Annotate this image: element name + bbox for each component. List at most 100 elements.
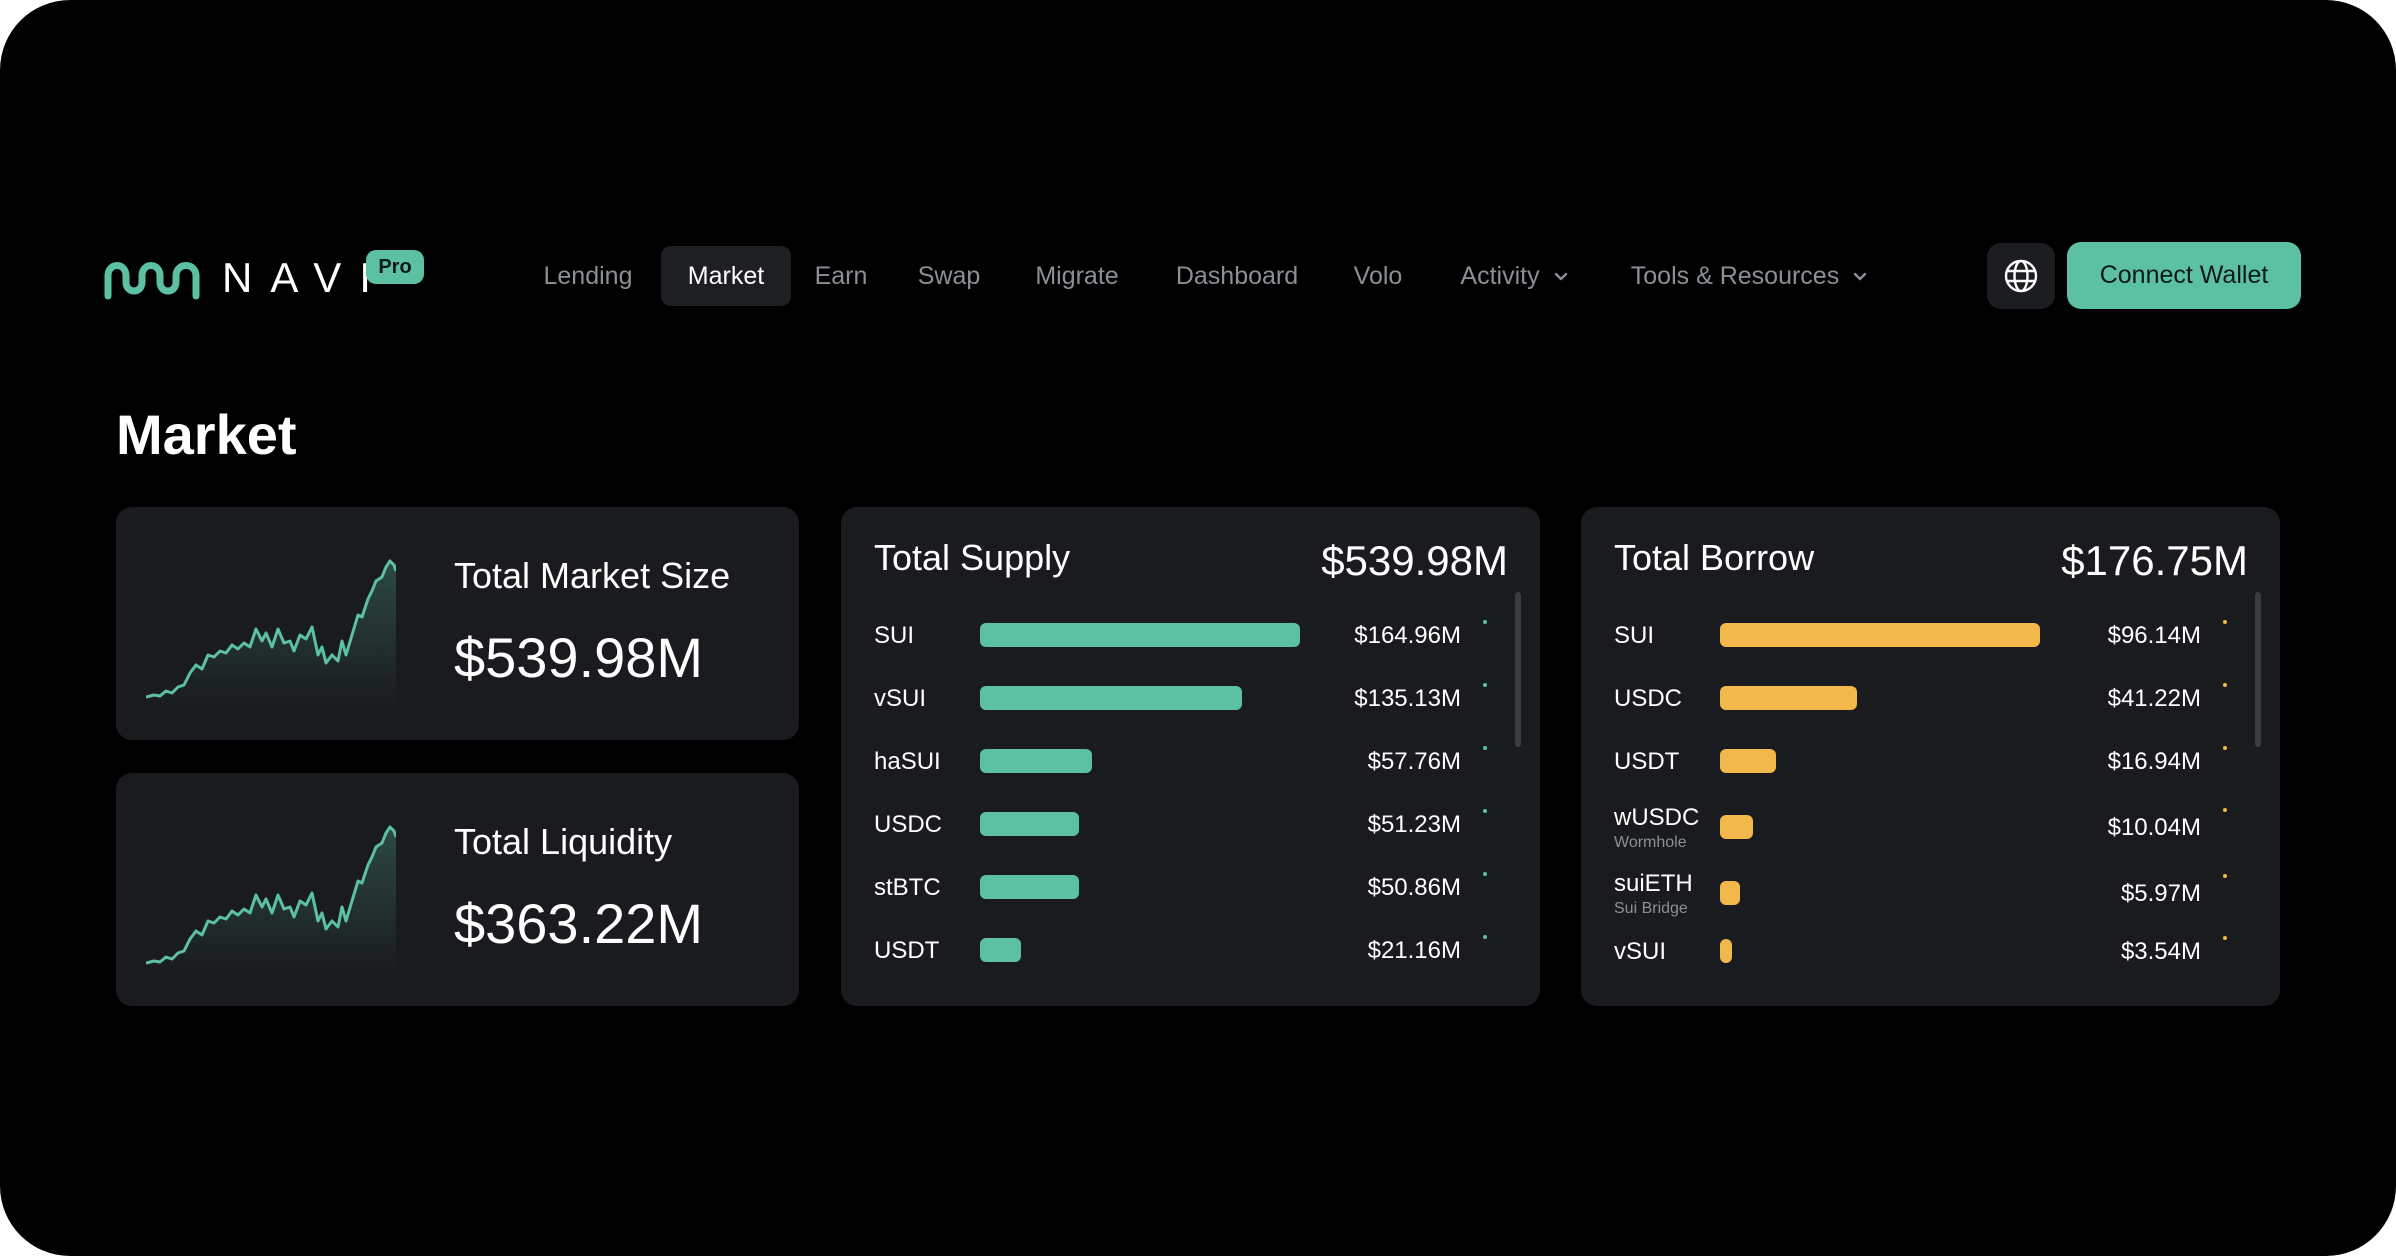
list-item[interactable]: USDT $16.94M — [1581, 746, 2280, 798]
page-title: Market — [116, 403, 297, 466]
amount-bar — [980, 749, 1093, 773]
nav-activity-label: Activity — [1460, 261, 1540, 290]
asset-value: $16.94M — [2107, 748, 2201, 775]
list-item[interactable]: vSUI $135.13M — [841, 683, 1540, 735]
mini-indicator — [2223, 874, 2227, 878]
list-item[interactable]: vSUI $3.54M — [1581, 936, 2280, 988]
amount-bar — [980, 875, 1079, 899]
chevron-down-icon — [1554, 272, 1567, 281]
navi-logo-mark-icon — [104, 262, 200, 300]
amount-bar — [980, 686, 1243, 710]
nav-lending[interactable]: Lending — [543, 261, 633, 290]
supply-title: Total Supply — [874, 537, 1071, 578]
list-item[interactable]: USDT $21.16M — [841, 935, 1540, 987]
asset-name: USDT — [874, 937, 940, 964]
market-size-sparkline — [146, 559, 396, 707]
asset-source: Sui Bridge — [1614, 900, 1688, 917]
asset-name: USDC — [874, 811, 943, 838]
supply-scrollbar[interactable] — [1515, 592, 1521, 747]
pro-badge: Pro — [366, 250, 424, 284]
supply-total: $539.98M — [1321, 537, 1508, 584]
list-item[interactable]: SUI $96.14M — [1581, 620, 2280, 672]
asset-value: $10.04M — [2107, 814, 2201, 841]
list-item[interactable]: suiETH Sui Bridge $5.97M — [1581, 870, 2280, 920]
sparkline-line — [146, 559, 396, 699]
asset-value: $57.76M — [1367, 748, 1461, 775]
list-item[interactable]: haSUI $57.76M — [841, 746, 1540, 798]
asset-value: $135.13M — [1354, 685, 1461, 712]
mini-indicator — [2223, 808, 2227, 812]
total-supply-card: Total Supply $539.98M SUI $164.96M vSUI $13… — [841, 507, 1540, 1006]
sparkline-line — [146, 825, 396, 965]
nav-migrate[interactable]: Migrate — [1035, 261, 1119, 290]
asset-value: $3.54M — [2120, 938, 2201, 965]
nav-swap[interactable]: Swap — [917, 261, 981, 290]
sparkline-area — [146, 561, 396, 707]
mini-indicator — [2223, 936, 2227, 940]
stat-label: Total Market Size — [454, 555, 731, 596]
liquidity-sparkline — [146, 825, 396, 973]
list-item[interactable]: USDC $51.23M — [841, 809, 1540, 861]
amount-bar — [1720, 686, 1858, 710]
asset-value: $5.97M — [2120, 880, 2201, 907]
asset-name: vSUI — [874, 685, 927, 712]
amount-bar — [980, 812, 1080, 836]
asset-name: stBTC — [874, 874, 941, 901]
brand-name: NAVI — [222, 254, 389, 301]
asset-value: $96.14M — [2107, 622, 2201, 649]
nav-earn[interactable]: Earn — [814, 261, 868, 290]
list-item[interactable]: SUI $164.96M — [841, 620, 1540, 672]
mini-indicator — [2223, 746, 2227, 750]
stat-value: $363.22M — [454, 892, 704, 955]
globe-icon — [2004, 259, 2038, 293]
mini-indicator — [1483, 683, 1487, 687]
mini-indicator — [1483, 746, 1487, 750]
asset-value: $41.22M — [2107, 685, 2201, 712]
nav-dashboard[interactable]: Dashboard — [1175, 261, 1299, 290]
nav-activity[interactable]: Activity — [1450, 246, 1580, 306]
asset-name: vSUI — [1614, 938, 1667, 965]
mini-indicator — [2223, 620, 2227, 624]
mini-indicator — [1483, 620, 1487, 624]
mini-indicator — [1483, 809, 1487, 813]
asset-name: USDC — [1614, 685, 1683, 712]
asset-name: SUI — [874, 622, 915, 649]
list-item[interactable]: wUSDC Wormhole $10.04M — [1581, 804, 2280, 854]
stat-label: Total Liquidity — [454, 821, 673, 862]
navi-logo[interactable]: NAVI — [104, 252, 389, 304]
asset-value: $51.23M — [1367, 811, 1461, 838]
nav-tools-resources[interactable]: Tools & Resources — [1625, 246, 1875, 306]
borrow-scrollbar[interactable] — [2255, 592, 2261, 747]
amount-bar — [1720, 815, 1754, 839]
amount-bar — [1720, 939, 1732, 963]
chevron-down-icon — [1854, 272, 1867, 281]
asset-name: suiETH — [1614, 870, 1693, 897]
asset-name: haSUI — [874, 748, 941, 775]
total-market-size-card: Total Market Size $539.98M — [116, 507, 799, 740]
asset-name: SUI — [1614, 622, 1655, 649]
asset-name: wUSDC — [1614, 804, 1700, 831]
mini-indicator — [2223, 683, 2227, 687]
asset-value: $164.96M — [1354, 622, 1461, 649]
amount-bar — [1720, 881, 1740, 905]
nav-volo[interactable]: Volo — [1353, 261, 1403, 290]
total-liquidity-card: Total Liquidity $363.22M — [116, 773, 799, 1006]
sparkline-area — [146, 827, 396, 973]
asset-source: Wormhole — [1614, 834, 1687, 851]
asset-name: USDT — [1614, 748, 1680, 775]
stat-value: $539.98M — [454, 626, 704, 689]
mini-indicator — [1483, 872, 1487, 876]
nav-market[interactable]: Market — [661, 246, 791, 306]
mini-indicator — [1483, 935, 1487, 939]
list-item[interactable]: USDC $41.22M — [1581, 683, 2280, 735]
asset-value: $50.86M — [1367, 874, 1461, 901]
borrow-total: $176.75M — [2061, 537, 2248, 584]
connect-wallet-button[interactable]: Connect Wallet — [2067, 242, 2301, 309]
total-borrow-card: Total Borrow $176.75M SUI $96.14M USDC $41.… — [1581, 507, 2280, 1006]
borrow-title: Total Borrow — [1614, 537, 1815, 578]
language-button[interactable] — [1987, 243, 2055, 309]
amount-bar — [980, 623, 1300, 647]
list-item[interactable]: stBTC $50.86M — [841, 872, 1540, 924]
amount-bar — [1720, 623, 2040, 647]
